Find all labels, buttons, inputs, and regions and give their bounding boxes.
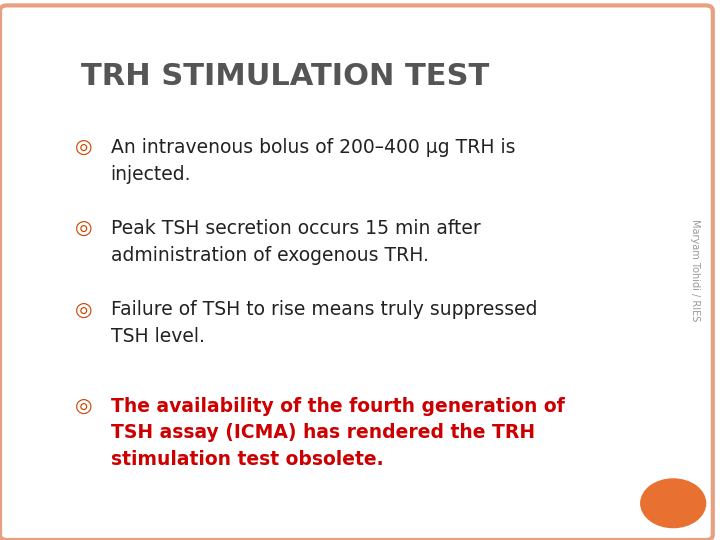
- Text: ◎: ◎: [75, 300, 92, 320]
- Text: An intravenous bolus of 200–400 μg TRH is
injected.: An intravenous bolus of 200–400 μg TRH i…: [111, 138, 515, 184]
- Text: ◎: ◎: [75, 138, 92, 157]
- Text: ◎: ◎: [75, 397, 92, 416]
- Text: Peak TSH secretion occurs 15 min after
administration of exogenous TRH.: Peak TSH secretion occurs 15 min after a…: [111, 219, 480, 265]
- Text: ◎: ◎: [75, 219, 92, 238]
- Text: The availability of the fourth generation of
TSH assay (ICMA) has rendered the T: The availability of the fourth generatio…: [111, 397, 564, 469]
- Text: TRH STIMULATION TEST: TRH STIMULATION TEST: [81, 62, 490, 91]
- Text: Failure of TSH to rise means truly suppressed
TSH level.: Failure of TSH to rise means truly suppr…: [111, 300, 537, 346]
- Text: Maryam Tohidi / RIES: Maryam Tohidi / RIES: [690, 219, 700, 321]
